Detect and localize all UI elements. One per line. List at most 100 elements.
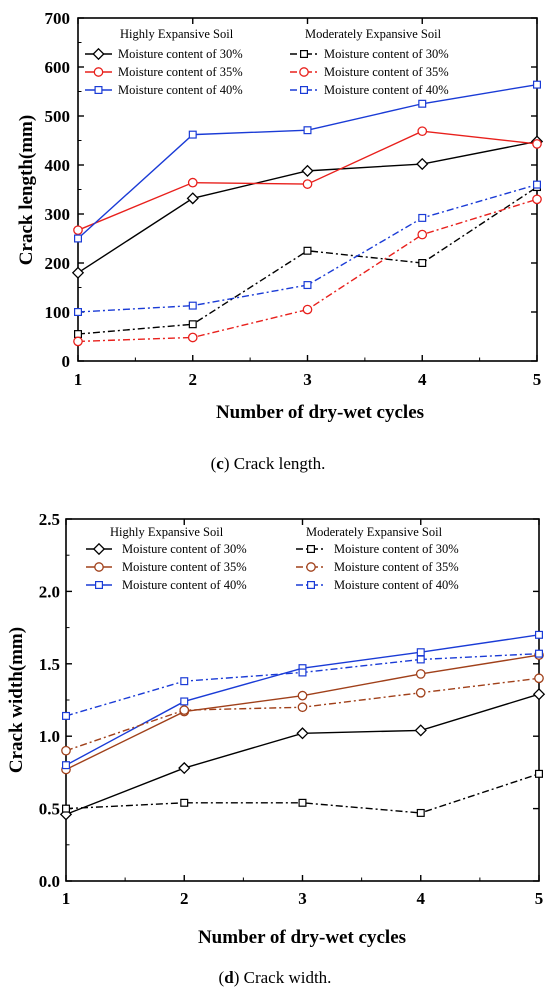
legend-group-title: Highly Expansive Soil bbox=[120, 27, 234, 41]
series-line bbox=[73, 80, 541, 243]
data-point bbox=[179, 705, 190, 715]
y-tick-label: 2.5 bbox=[39, 510, 60, 529]
legend: Highly Expansive Soil Moderately Expansiv… bbox=[85, 27, 449, 97]
y-tick-label: 1.0 bbox=[39, 727, 60, 746]
caption-letter: d bbox=[224, 968, 234, 987]
data-point bbox=[73, 308, 82, 317]
series-polyline bbox=[65, 773, 540, 814]
data-point bbox=[532, 80, 541, 89]
legend-marker bbox=[306, 562, 316, 572]
y-axis-label: Crack width(mm) bbox=[6, 627, 27, 773]
data-point bbox=[73, 225, 83, 236]
series-line bbox=[73, 126, 542, 236]
data-point bbox=[418, 213, 427, 222]
x-axis-label: Number of dry-wet cycles bbox=[198, 927, 406, 948]
data-point bbox=[534, 769, 543, 778]
data-point bbox=[417, 229, 428, 240]
data-point bbox=[298, 668, 307, 677]
y-tick-label: 300 bbox=[45, 205, 71, 224]
series-polyline bbox=[77, 198, 538, 343]
data-point bbox=[297, 702, 308, 713]
x-tick-label: 2 bbox=[189, 370, 198, 389]
caption-open-paren: ( bbox=[211, 454, 217, 473]
legend-marker bbox=[300, 85, 309, 94]
legend-marker bbox=[92, 542, 106, 556]
x-tick-label: 2 bbox=[180, 889, 189, 908]
figure-caption: (d) Crack width. bbox=[219, 968, 332, 987]
caption-text: Crack length. bbox=[234, 454, 326, 473]
legend-group-title: Moderately Expansive Soil bbox=[306, 525, 443, 539]
y-axis-label: Crack length(mm) bbox=[16, 115, 37, 265]
legend: Highly Expansive Soil Moderately Expansiv… bbox=[86, 525, 459, 592]
legend-group-title: Highly Expansive Soil bbox=[110, 525, 224, 539]
series-line bbox=[61, 673, 544, 756]
legend-entry: Moisture content of 40% bbox=[118, 83, 243, 97]
data-point bbox=[416, 157, 429, 171]
data-point bbox=[534, 649, 543, 658]
y-tick-label: 400 bbox=[45, 156, 71, 175]
data-point bbox=[296, 727, 309, 740]
x-tick-label: 3 bbox=[298, 889, 307, 908]
x-tick-label: 4 bbox=[418, 370, 427, 389]
data-point bbox=[532, 139, 542, 149]
data-point bbox=[416, 648, 425, 657]
legend-marker bbox=[307, 580, 316, 589]
data-point bbox=[417, 126, 428, 137]
y-tick-label: 500 bbox=[45, 107, 71, 126]
data-point bbox=[414, 724, 427, 737]
y-tick-label: 0.5 bbox=[39, 800, 60, 819]
figure-caption: (c) Crack length. bbox=[211, 454, 326, 473]
caption-letter: c bbox=[216, 454, 224, 473]
chart-d: 0.0 0.5 1.0 1.5 2.0 2.5 1 2 3 4 5 Number of dry-wet… bbox=[6, 510, 546, 987]
legend-marker bbox=[94, 580, 103, 589]
data-point bbox=[415, 669, 426, 679]
legend-group-title: Moderately Expansive Soil bbox=[305, 27, 442, 41]
series-polyline bbox=[65, 677, 540, 752]
legend-marker bbox=[93, 67, 104, 77]
legend-entry: Moisture content of 30% bbox=[334, 542, 459, 556]
data-point bbox=[61, 761, 70, 770]
legend-marker bbox=[94, 85, 103, 94]
y-tick-label: 0 bbox=[62, 352, 71, 371]
data-point bbox=[61, 745, 71, 756]
series-polyline bbox=[65, 693, 540, 816]
caption-close-paren: ) bbox=[224, 454, 234, 473]
x-tick-label: 1 bbox=[62, 889, 71, 908]
caption-open-paren: ( bbox=[219, 968, 225, 987]
data-point bbox=[303, 246, 312, 255]
data-point bbox=[180, 798, 189, 807]
legend-entry: Moisture content of 30% bbox=[324, 47, 449, 61]
data-point bbox=[73, 234, 82, 243]
caption-close-paren: ) bbox=[234, 968, 244, 987]
legend-entry: Moisture content of 30% bbox=[118, 47, 243, 61]
y-tick-label: 700 bbox=[45, 9, 71, 28]
legend-marker bbox=[299, 67, 309, 77]
legend-marker bbox=[300, 49, 309, 58]
data-point bbox=[180, 697, 189, 706]
series-polyline bbox=[77, 83, 538, 240]
data-point bbox=[178, 761, 191, 775]
data-point bbox=[532, 194, 542, 205]
y-tick-label: 100 bbox=[45, 303, 71, 322]
series-line bbox=[61, 769, 543, 817]
y-tick-label: 600 bbox=[45, 58, 71, 77]
data-point bbox=[61, 711, 70, 720]
data-point bbox=[301, 164, 314, 177]
y-tick-label: 0.0 bbox=[39, 872, 60, 891]
data-point bbox=[415, 687, 426, 698]
series-line bbox=[59, 688, 546, 821]
x-axis-label: Number of dry-wet cycles bbox=[216, 402, 424, 423]
series-line bbox=[73, 180, 541, 317]
data-point bbox=[297, 690, 308, 701]
data-point bbox=[302, 179, 313, 189]
data-point bbox=[302, 304, 313, 315]
data-point bbox=[298, 798, 307, 807]
data-point bbox=[418, 99, 427, 108]
legend-entry: Moisture content of 35% bbox=[122, 560, 247, 574]
data-point bbox=[187, 332, 198, 343]
x-tick-label: 5 bbox=[533, 370, 542, 389]
data-point bbox=[73, 336, 83, 347]
x-tick-label: 4 bbox=[417, 889, 426, 908]
data-point bbox=[532, 688, 546, 701]
